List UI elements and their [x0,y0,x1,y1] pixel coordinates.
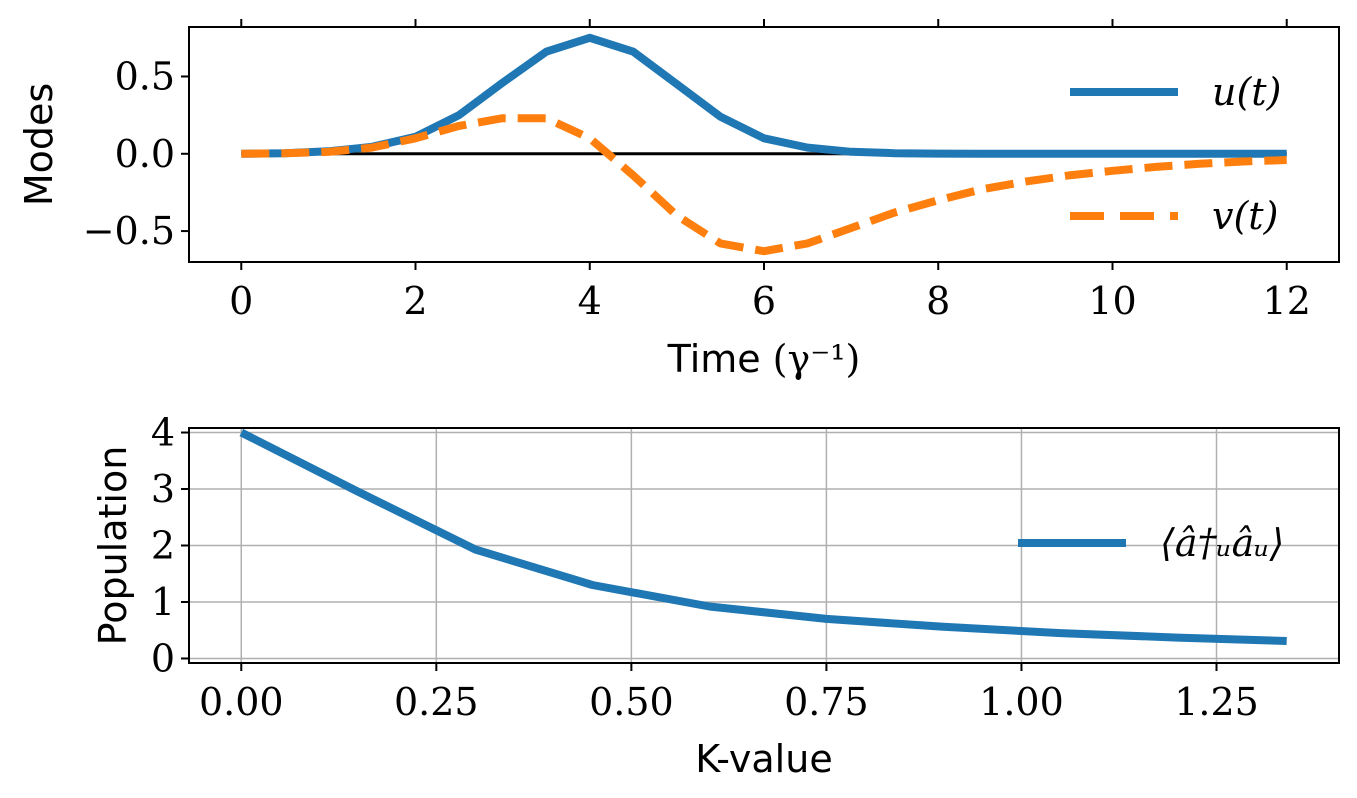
series-line-1 [241,114,1287,256]
legend-label-0: ⟨â†ᵤâᵤ⟩ [1160,521,1284,565]
x-tick-label: 6 [752,279,776,323]
y-tick-label: 0.5 [115,54,175,98]
modes-chart: 0 2 4 6 8 10 12 0.5 0.0 −0.5 Time (γ⁻¹) Modes u(t) v(t… [17,19,1340,381]
x-tick-label: 0.25 [394,680,479,724]
x-axis-unit: (γ⁻¹) [773,337,861,381]
x-tick-label: 0.00 [199,680,284,724]
y-tick-label: 0 [151,636,175,680]
y-tick-label: 2 [151,524,175,568]
population-chart: 0.00 0.25 0.50 0.75 1.00 1.25 0 1 2 3 4 K-value Popu… [91,411,1340,781]
x-tick-label: 12 [1263,279,1311,323]
x-axis-label: K-value [695,737,832,781]
x-tick-label: 1.00 [979,680,1064,724]
x-tick-label: 1.25 [1174,680,1259,724]
x-axis-title: Time [667,337,761,381]
x-axis-title: K-value [695,737,832,781]
y-tick-label: 0.0 [115,132,175,176]
series-line-0 [239,428,1287,645]
x-tick-label: 2 [403,279,427,323]
x-tick-label: 10 [1088,279,1136,323]
x-tick-label: 8 [926,279,950,323]
x-tick-label: 4 [578,279,602,323]
y-axis-label: Modes [17,83,61,206]
x-axis-label: Time (γ⁻¹) [667,337,861,381]
legend-label-0: u(t) [1212,70,1281,114]
legend-label-1: v(t) [1212,194,1278,238]
x-tick-label: 0.50 [589,680,674,724]
y-tick-label: 1 [151,580,175,624]
y-tick-label: −0.5 [83,209,175,253]
x-tick-label: 0.75 [784,680,869,724]
y-axis-label: Population [91,446,135,646]
x-tick-label: 0 [229,279,253,323]
y-tick-label: 4 [151,411,175,455]
y-tick-label: 3 [151,467,175,511]
